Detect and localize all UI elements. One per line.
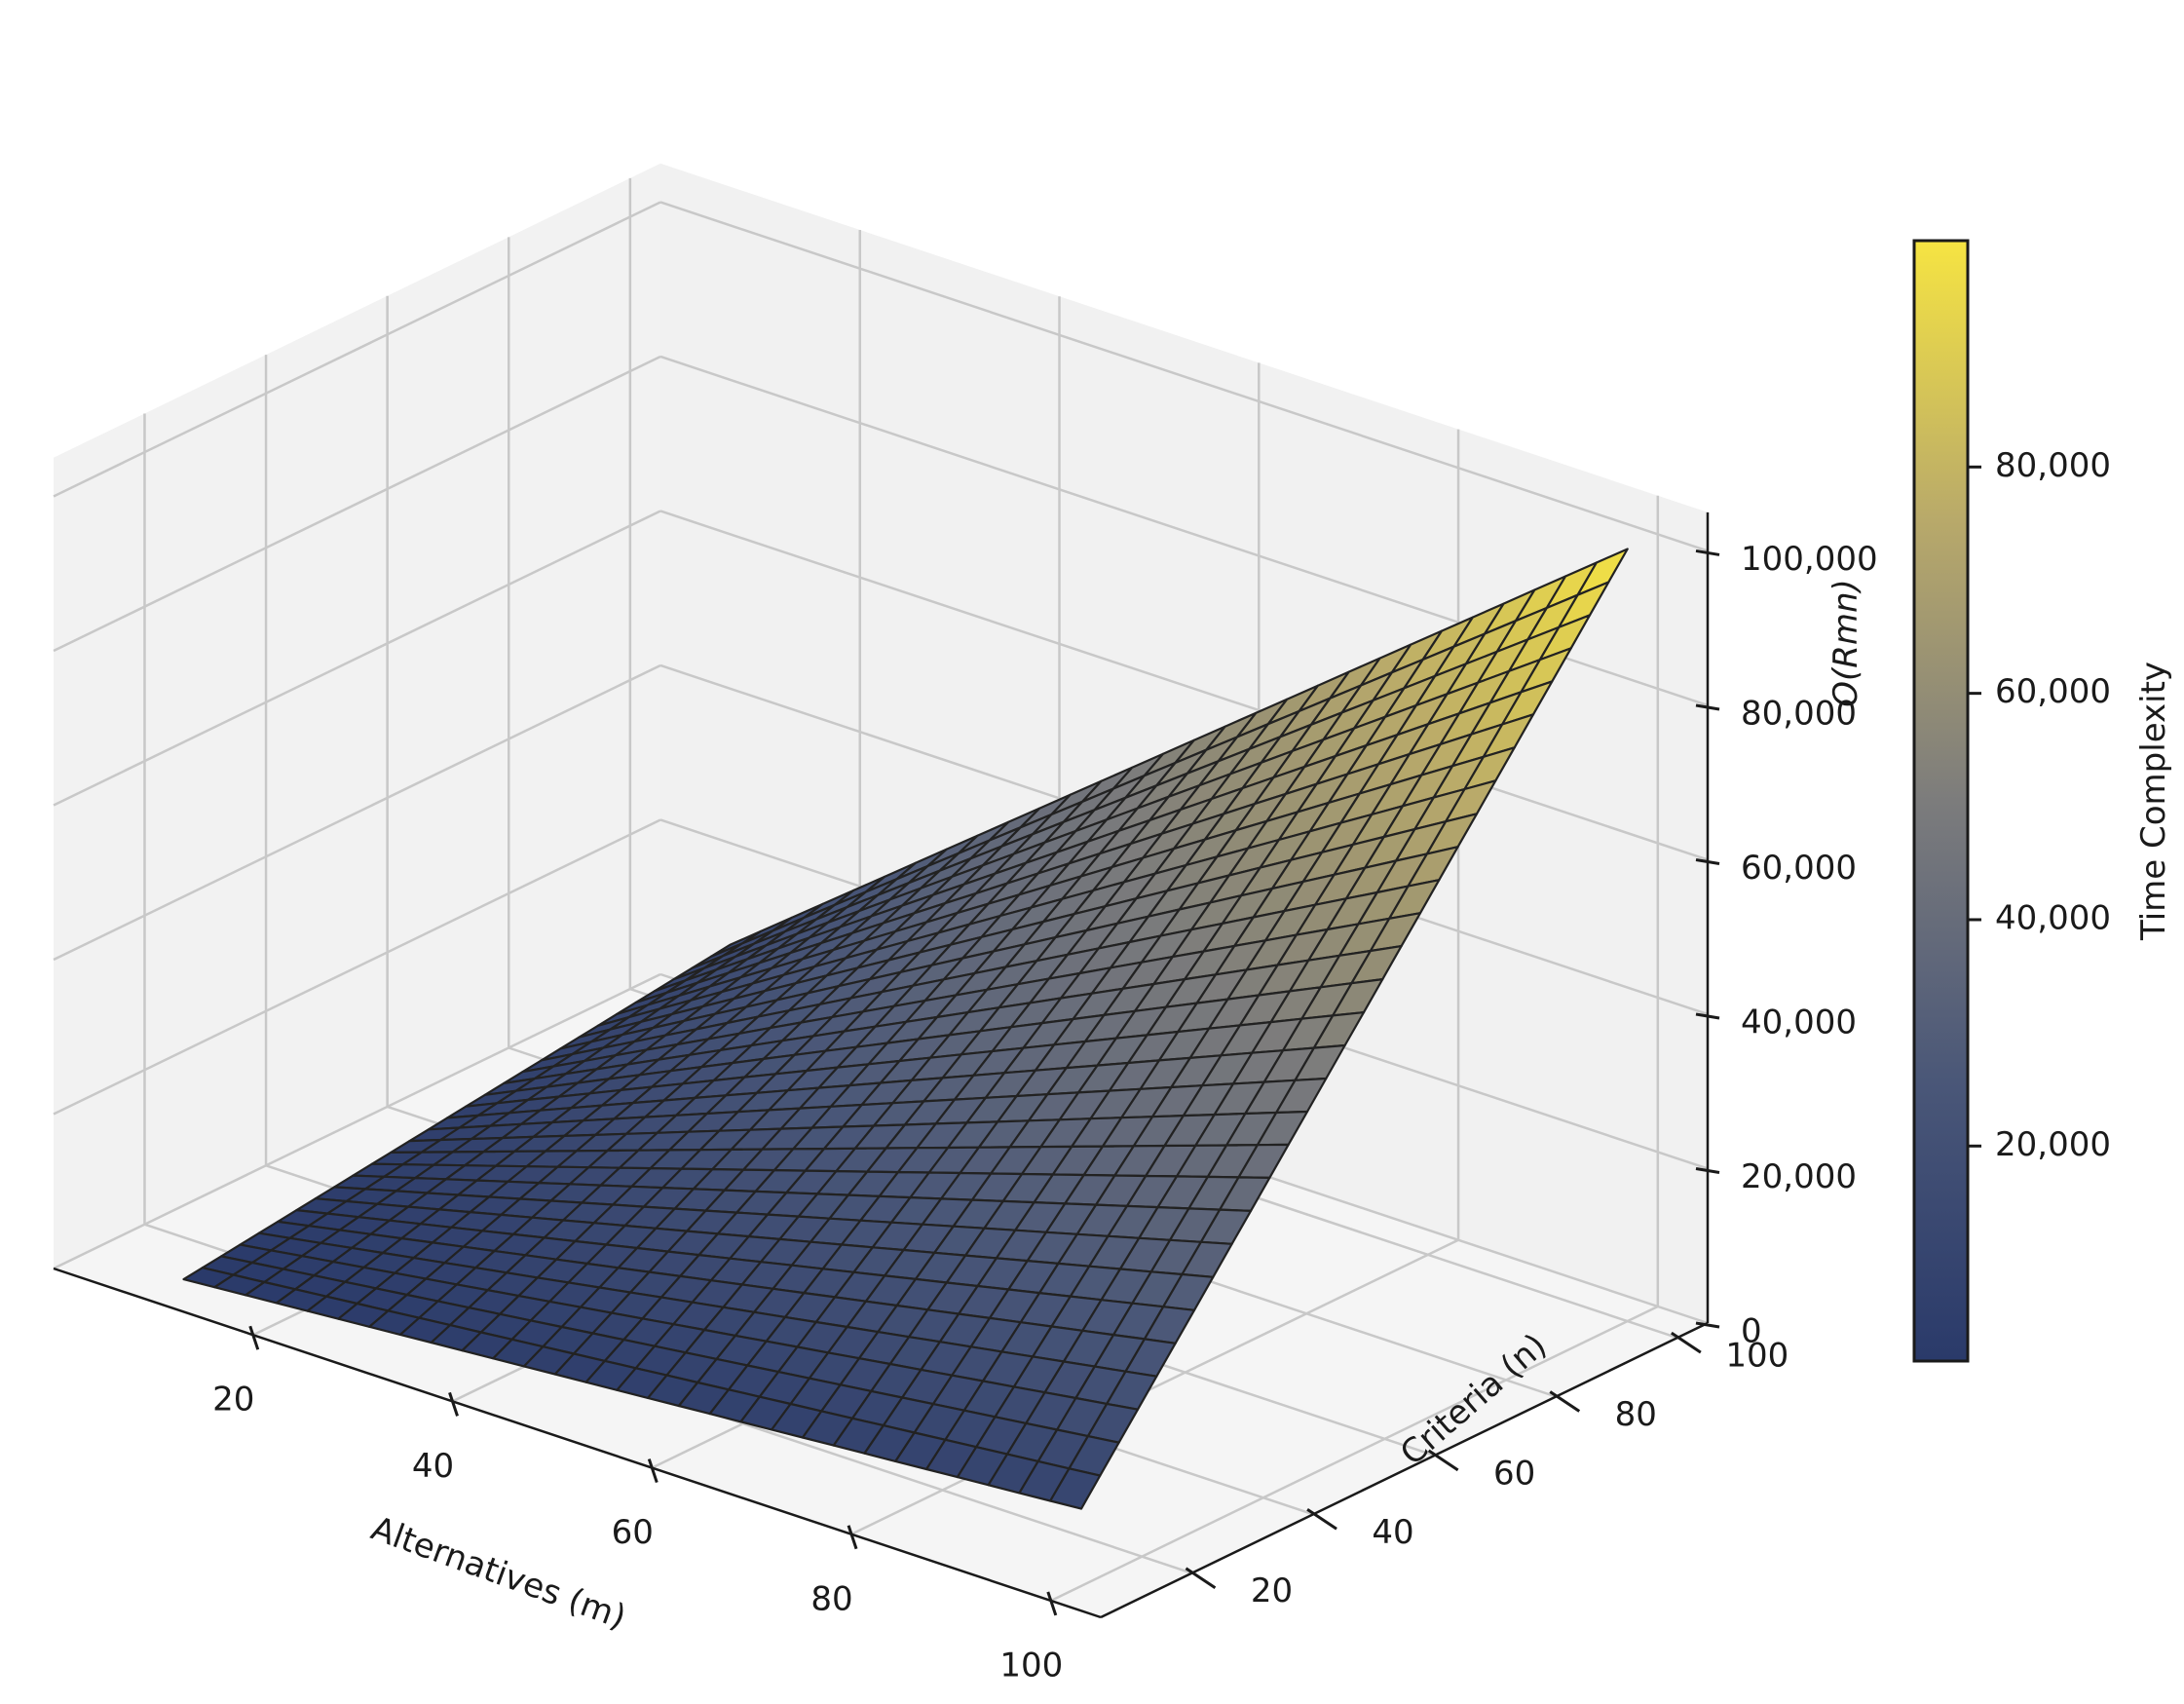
x-tick-mark <box>448 1391 459 1417</box>
axes: 2040608010020406080100020,00040,00060,00… <box>53 511 1878 1685</box>
y-tick-label: 20 <box>1251 1571 1293 1610</box>
x-tick-label: 100 <box>999 1646 1063 1685</box>
z-tick-mark <box>1695 549 1720 556</box>
y-tick-label: 80 <box>1615 1395 1657 1434</box>
z-tick-mark <box>1695 1012 1720 1020</box>
x-tick-mark <box>647 1458 659 1484</box>
y-tick-label: 60 <box>1493 1454 1535 1493</box>
left-gridline-z <box>53 663 661 962</box>
colorbar: 20,000 40,000 60,000 80,000 Time Complexity <box>1912 239 2173 1363</box>
y-tick-mark <box>1306 1508 1337 1531</box>
back-gridline-z <box>659 201 1709 552</box>
z-tick-mark <box>1695 703 1720 711</box>
z-tick-label: 60,000 <box>1741 849 1857 888</box>
z-tick-mark <box>1695 857 1720 865</box>
z-tick-label: 40,000 <box>1741 1003 1857 1041</box>
colorbar-gradient <box>1912 239 1970 1363</box>
y-tick-label: 40 <box>1372 1513 1413 1552</box>
back-gridline-z <box>659 510 1709 861</box>
z-tick-mark <box>1695 1167 1720 1174</box>
x-axis-label: Alternatives (m) <box>366 1509 631 1638</box>
colorbar-ticks: 20,000 40,000 60,000 80,000 <box>1968 446 2111 1164</box>
colorbar-tick-label: 60,000 <box>1995 672 2111 711</box>
y-tick-mark <box>1549 1390 1581 1413</box>
z-tick-label: 20,000 <box>1741 1157 1857 1196</box>
z-tick-label: 100,000 <box>1741 540 1878 579</box>
z-tick-label: 80,000 <box>1741 694 1857 733</box>
y-axis-line <box>1100 1321 1709 1619</box>
x-tick-mark <box>847 1525 858 1550</box>
floor-gridline-x <box>1050 1305 1659 1603</box>
y-tick-mark <box>1427 1449 1459 1472</box>
floor-gridline-x <box>850 1238 1459 1535</box>
left-gridline-z <box>53 355 661 653</box>
y-tick-mark <box>1185 1567 1217 1589</box>
x-tick-label: 20 <box>212 1381 254 1420</box>
y-tick-mark <box>1671 1331 1702 1354</box>
x-tick-mark <box>248 1325 260 1350</box>
left-gridline-z <box>53 972 661 1270</box>
x-tick-label: 40 <box>412 1447 454 1486</box>
surface-mesh <box>182 548 1629 1510</box>
left-gridline-z <box>53 510 661 807</box>
z-tick-label: 0 <box>1741 1312 1762 1351</box>
z-axis-label: O(Rmn) <box>1826 579 1865 707</box>
colorbar-tick-label: 20,000 <box>1995 1125 2111 1164</box>
x-tick-mark <box>1046 1591 1058 1616</box>
z-tick-mark <box>1695 1321 1720 1329</box>
colorbar-tick-label: 40,000 <box>1995 898 2111 937</box>
x-tick-label: 60 <box>612 1513 654 1552</box>
surface-cell <box>1049 1467 1102 1510</box>
left-gridline-z <box>53 818 661 1116</box>
colorbar-tick-label: 80,000 <box>1995 446 2111 485</box>
left-gridline-z <box>53 201 661 498</box>
x-tick-label: 80 <box>810 1579 852 1618</box>
x-axis-line <box>53 1267 1102 1619</box>
colorbar-label: Time Complexity <box>2134 662 2173 941</box>
y-tick-label: 100 <box>1725 1337 1789 1376</box>
